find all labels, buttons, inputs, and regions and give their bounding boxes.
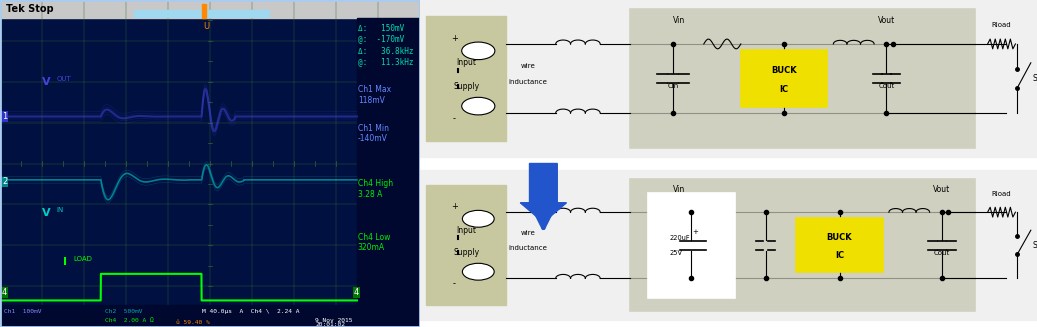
Text: Ch1  100mV: Ch1 100mV <box>4 309 41 314</box>
Text: 4: 4 <box>2 288 7 297</box>
Text: -: - <box>453 114 455 123</box>
Text: OUT: OUT <box>57 76 72 82</box>
Text: Ch1 Min: Ch1 Min <box>358 124 389 133</box>
Text: 320mA: 320mA <box>358 243 385 252</box>
Text: 2: 2 <box>2 177 7 186</box>
Text: Ch4 High: Ch4 High <box>358 180 393 188</box>
Text: 118mV: 118mV <box>358 95 385 105</box>
Text: @:   11.3kHz: @: 11.3kHz <box>358 57 414 66</box>
Bar <box>426 16 506 141</box>
Text: 220uF: 220uF <box>669 235 690 241</box>
Text: inductance: inductance <box>508 78 548 85</box>
Text: Rload: Rload <box>991 22 1011 28</box>
Bar <box>201 4 205 18</box>
Bar <box>0 304 420 327</box>
Text: +: + <box>451 34 457 43</box>
Text: V: V <box>43 77 51 87</box>
FancyArrow shape <box>521 164 566 222</box>
Text: 25V: 25V <box>669 250 682 256</box>
Text: 3.28 A: 3.28 A <box>358 190 383 199</box>
Bar <box>357 18 420 304</box>
Text: Tek Stop: Tek Stop <box>6 4 54 14</box>
Bar <box>426 185 506 305</box>
Bar <box>629 179 975 311</box>
Bar <box>420 170 1037 320</box>
Text: wire: wire <box>521 63 535 69</box>
Text: IC: IC <box>835 251 844 260</box>
Text: 20:01:02: 20:01:02 <box>315 322 345 327</box>
Text: Δ:   36.8kHz: Δ: 36.8kHz <box>358 46 414 56</box>
Text: V: V <box>43 208 51 217</box>
Bar <box>420 0 1037 157</box>
Text: 9 Nov 2015: 9 Nov 2015 <box>315 318 353 323</box>
Text: @:  -170mV: @: -170mV <box>358 34 404 43</box>
Text: Vin: Vin <box>673 185 685 194</box>
Text: M 40.0µs  A  Ch4 \  2.24 A: M 40.0µs A Ch4 \ 2.24 A <box>201 309 299 314</box>
Text: -: - <box>453 279 455 288</box>
Text: Rload: Rload <box>991 191 1011 197</box>
Text: BUCK: BUCK <box>826 233 852 242</box>
Text: Ch4  2.00 A Ω: Ch4 2.00 A Ω <box>105 318 153 323</box>
Text: Cout: Cout <box>934 250 950 256</box>
Text: 1: 1 <box>2 112 7 121</box>
Text: ů 59.40 %: ů 59.40 % <box>176 319 211 325</box>
Text: BUCK: BUCK <box>772 66 796 75</box>
Text: Input: Input <box>456 226 476 235</box>
Bar <box>135 10 269 17</box>
Text: +: + <box>451 202 457 211</box>
Text: Vout: Vout <box>878 16 895 25</box>
Circle shape <box>463 263 495 280</box>
Circle shape <box>463 210 495 227</box>
Text: IN: IN <box>57 207 64 213</box>
Text: I: I <box>63 257 67 267</box>
Text: -140mV: -140mV <box>358 134 388 144</box>
Bar <box>740 50 828 107</box>
Text: wire: wire <box>521 230 535 236</box>
Text: Vin: Vin <box>673 16 685 25</box>
Text: 4: 4 <box>354 288 359 297</box>
Text: Vout: Vout <box>933 185 951 194</box>
Bar <box>648 193 734 298</box>
Text: IC: IC <box>780 85 788 94</box>
Text: Δ:   150mV: Δ: 150mV <box>358 24 404 33</box>
Text: U: U <box>203 22 209 31</box>
Text: Supply: Supply <box>453 248 479 257</box>
Text: Input: Input <box>456 58 476 67</box>
Text: S: S <box>1032 241 1037 250</box>
Bar <box>629 9 975 147</box>
Text: +: + <box>693 229 698 235</box>
Bar <box>0 0 420 18</box>
Text: Ch1 Max: Ch1 Max <box>358 85 391 95</box>
Text: LOAD: LOAD <box>74 256 92 262</box>
Text: inductance: inductance <box>508 245 548 251</box>
Text: Cin: Cin <box>668 83 678 89</box>
Circle shape <box>461 97 495 115</box>
Text: Ch2  500mV: Ch2 500mV <box>105 309 142 314</box>
Circle shape <box>461 42 495 60</box>
Text: Ch4 Low: Ch4 Low <box>358 232 390 242</box>
Text: Cout: Cout <box>878 83 895 89</box>
Text: Supply: Supply <box>453 82 479 91</box>
Bar <box>796 218 882 272</box>
Text: S: S <box>1032 74 1037 83</box>
